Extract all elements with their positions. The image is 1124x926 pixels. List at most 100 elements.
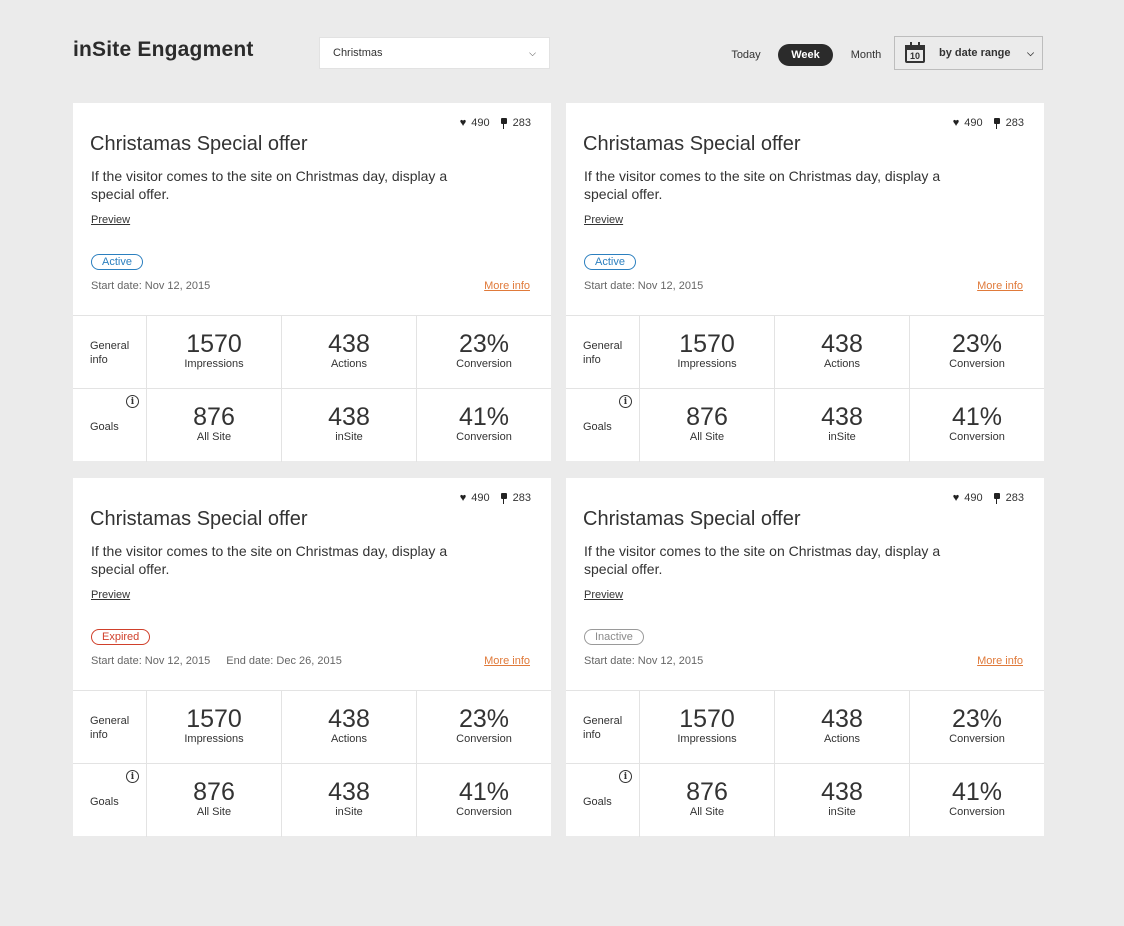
card-description: If the visitor comes to the site on Chri… [91,543,448,577]
end-date: End date: Dec 26, 2015 [226,655,342,667]
stat-cell: 876 All Site [147,764,282,837]
stat-cell: 23% Conversion [910,316,1044,388]
info-icon[interactable]: i [126,770,139,783]
preview-link[interactable]: Preview [584,589,624,601]
stat-cell: 41% Conversion [417,764,551,837]
stat-cell: 438 Actions [775,691,910,763]
goals-label: Goals [90,421,119,433]
stat-cell: 438 inSite [775,389,910,462]
goals-row: i Goals 876 All Site 438 inSite 41% Conv… [566,389,1044,462]
stat-cell: 23% Conversion [910,691,1044,763]
goals-label-cell: i Goals [73,764,147,837]
stat-label: Impressions [677,358,737,370]
stats-table: General info 1570 Impressions 438 Action… [566,315,1044,462]
more-info-link[interactable]: More info [977,655,1023,667]
campaign-select[interactable]: Christmas ⌵ [319,37,550,69]
stat-value: 438 [328,330,370,358]
stat-label: Actions [823,733,861,745]
stat-value: 438 [328,778,370,806]
info-icon[interactable]: i [619,395,632,408]
start-date: Start date: Nov 12, 2015 [91,655,211,667]
more-info-link[interactable]: More info [484,655,530,667]
info-icon[interactable]: i [619,770,632,783]
more-info-link[interactable]: More info [977,280,1023,292]
card-title: Christamas Special offer [583,508,801,530]
preview-link[interactable]: Preview [91,589,131,601]
pins-count: 283 [1005,492,1024,504]
campaign-card: ♥ 490 283 Christamas Special offer If th… [566,103,1044,462]
general-info-label: General info [566,691,640,763]
likes-counter[interactable]: ♥ 490 [953,117,983,129]
campaign-card: ♥ 490 283 Christamas Special offer If th… [73,478,551,837]
status-badge: Inactive [584,629,644,645]
card-description: If the visitor comes to the site on Chri… [91,168,448,202]
likes-counter[interactable]: ♥ 490 [953,492,983,504]
stat-value: 438 [821,705,863,733]
stat-cell: 438 inSite [282,389,417,462]
chevron-down-icon: ⌵ [1027,48,1034,58]
status-badge: Active [584,254,636,270]
pins-counter[interactable]: 283 [500,492,531,504]
start-date: Start date: Nov 12, 2015 [584,280,704,292]
pin-icon [993,492,1001,504]
stat-value: 23% [951,705,1003,733]
stat-cell: 438 inSite [775,764,910,837]
stat-label: Conversion [456,358,512,370]
pins-counter[interactable]: 283 [500,117,531,129]
preview-link[interactable]: Preview [584,214,624,226]
stat-cell: 876 All Site [640,764,775,837]
likes-counter[interactable]: ♥ 490 [460,117,490,129]
stat-label: Impressions [184,733,244,745]
campaign-card: ♥ 490 283 Christamas Special offer If th… [73,103,551,462]
goals-row: i Goals 876 All Site 438 inSite 41% Conv… [566,764,1044,837]
stat-value: 438 [328,705,370,733]
pins-counter[interactable]: 283 [993,117,1024,129]
pin-icon [500,492,508,504]
preview-link[interactable]: Preview [91,214,131,226]
info-icon[interactable]: i [126,395,139,408]
start-date: Start date: Nov 12, 2015 [91,280,211,292]
stat-cell: 23% Conversion [417,316,551,388]
pins-count: 283 [512,492,531,504]
likes-counter[interactable]: ♥ 490 [460,492,490,504]
stat-label: inSite [828,431,856,443]
likes-count: 490 [471,492,490,504]
tab-today[interactable]: Today [731,49,761,61]
date-range-label: by date range [939,47,1011,59]
stat-cell: 41% Conversion [417,389,551,462]
stat-value: 876 [686,778,728,806]
stat-cell: 1570 Impressions [640,691,775,763]
pins-counter[interactable]: 283 [993,492,1024,504]
tab-week[interactable]: Week [778,44,833,66]
general-info-label: General info [566,316,640,388]
stat-label: inSite [335,806,363,818]
stat-value: 438 [328,403,370,431]
heart-icon: ♥ [952,117,960,129]
card-dates: Start date: Nov 12, 2015 [584,655,719,667]
goals-label-cell: i Goals [566,389,640,462]
general-info-row: General info 1570 Impressions 438 Action… [73,316,551,389]
card-title: Christamas Special offer [90,133,308,155]
card-description: If the visitor comes to the site on Chri… [584,543,941,577]
heart-icon: ♥ [952,492,960,504]
page-title: inSite Engagment [73,38,254,61]
stat-label: Conversion [456,431,512,443]
stat-value: 41% [458,778,510,806]
stat-label: All Site [196,806,232,818]
stat-label: Conversion [949,806,1005,818]
stat-label: inSite [335,431,363,443]
card-counters: ♥ 490 283 [953,492,1024,504]
date-range-select[interactable]: 10 by date range ⌵ [894,36,1043,70]
stat-cell: 41% Conversion [910,389,1044,462]
stat-value: 1570 [186,705,242,733]
status-badge: Expired [91,629,151,645]
stat-cell: 438 Actions [282,316,417,388]
stat-value: 41% [951,403,1003,431]
chevron-down-icon: ⌵ [529,47,536,58]
stats-table: General info 1570 Impressions 438 Action… [566,690,1044,837]
stat-label: inSite [828,806,856,818]
stat-value: 1570 [679,330,735,358]
tab-month[interactable]: Month [850,49,882,61]
more-info-link[interactable]: More info [484,280,530,292]
goals-label: Goals [583,796,612,808]
